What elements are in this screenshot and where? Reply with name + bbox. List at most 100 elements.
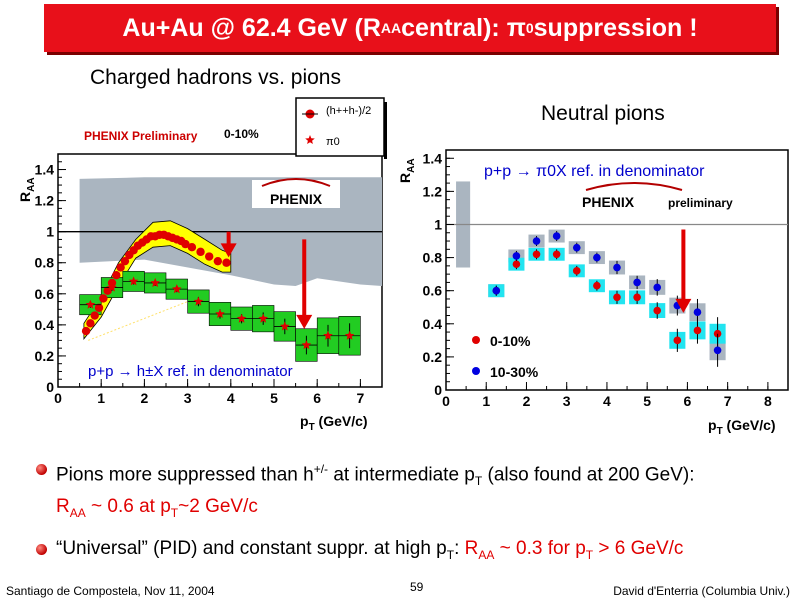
charged-hadron-point <box>120 256 130 266</box>
phenix-logo-arc <box>585 182 683 191</box>
x-tick-label: 1 <box>97 390 105 406</box>
y-tick-label: 1.4 <box>35 162 55 178</box>
phenix-logo-suffix: preliminary <box>668 196 733 210</box>
legend-shadow <box>384 102 387 159</box>
point-10-30 <box>613 263 621 272</box>
y-tick-label: 0 <box>46 379 54 395</box>
footer-author: David d'Enterria (Columbia Univ.) <box>613 584 790 598</box>
legend-entry-10-30: 10-30% <box>490 364 539 380</box>
point-0-10 <box>552 250 561 259</box>
phenix-logo-arc <box>261 178 331 187</box>
x-tick-label: 5 <box>643 393 651 409</box>
legend-entry-pi0: π0 <box>326 136 340 148</box>
title-text-suffix: suppression ! <box>533 13 698 42</box>
pi0-point <box>215 309 225 318</box>
point-10-30 <box>572 243 581 252</box>
x-axis-label: pT (GeV/c) <box>300 413 368 433</box>
pi0-point <box>236 313 247 323</box>
pi0-point <box>280 321 290 331</box>
charged-hadron-point <box>213 256 223 266</box>
left-panel-heading: Charged hadrons vs. pions <box>90 66 341 89</box>
y-tick-label: 0.2 <box>35 348 55 364</box>
x-tick-label: 6 <box>684 393 692 409</box>
phenix-logo: PHENIX <box>582 194 635 210</box>
y-tick-label: 0 <box>434 382 442 398</box>
x-tick-label: 7 <box>357 390 365 406</box>
point-0-10 <box>713 329 722 338</box>
charged-hadron-point <box>222 258 231 267</box>
point-10-30 <box>693 308 702 317</box>
pi0-point <box>301 340 312 350</box>
x-axis-label: pT (GeV/c) <box>708 417 776 437</box>
bullet-item: “Universal” (PID) and constant suppr. at… <box>36 536 796 568</box>
point-0-10 <box>673 336 682 345</box>
y-tick-label: 0.2 <box>423 349 443 365</box>
charged-hadron-point <box>181 239 190 249</box>
title-sup: 0 <box>525 20 534 36</box>
charged-hadron-point <box>205 252 214 261</box>
pi0-point <box>344 330 355 340</box>
legend-marker-0-10 <box>472 336 480 344</box>
x-tick-label: 1 <box>482 393 490 409</box>
x-tick-label: 4 <box>603 393 611 409</box>
y-tick-label: 0.6 <box>423 283 443 299</box>
point-10-30 <box>512 252 521 260</box>
point-0-10 <box>593 281 601 290</box>
title-text: Au+Au @ 62.4 GeV (R <box>122 13 381 42</box>
y-axis-label: RAA <box>398 158 417 183</box>
x-tick-label: 7 <box>724 393 732 409</box>
point-0-10 <box>512 260 521 269</box>
centrality-label: 0-10% <box>224 127 259 141</box>
footer-venue: Santiago de Compostela, Nov 11, 2004 <box>6 584 215 598</box>
charged-hadron-point <box>81 326 91 336</box>
y-tick-label: 1.4 <box>423 150 443 166</box>
charged-hadron-point <box>94 303 104 312</box>
y-tick-label: 0.6 <box>35 286 55 302</box>
pi0-point <box>150 277 160 287</box>
legend-entry-hadron: (h++h-)/2 <box>326 105 371 117</box>
x-tick-label: 2 <box>141 390 149 406</box>
charged-hadron-point <box>187 243 197 252</box>
title-text-mid: central): π <box>401 13 526 42</box>
pi0-point <box>172 284 182 294</box>
point-0-10 <box>613 293 621 302</box>
x-tick-label: 3 <box>563 393 571 409</box>
pi0-point <box>193 296 204 306</box>
suppression-arrow-head <box>296 314 313 329</box>
y-tick-label: 1.2 <box>35 193 55 209</box>
title-sub: AA <box>380 20 402 36</box>
y-tick-label: 0.4 <box>423 316 443 332</box>
bullet-icon <box>36 464 47 475</box>
charged-hadron-point <box>103 286 112 295</box>
legend-entry-0-10: 0-10% <box>490 333 531 349</box>
y-tick-label: 1.2 <box>423 183 443 199</box>
charged-hadron-point <box>90 311 99 320</box>
x-tick-label: 4 <box>227 390 235 406</box>
y-tick-label: 1 <box>46 224 54 240</box>
x-tick-label: 3 <box>184 390 192 406</box>
point-0-10 <box>693 326 702 335</box>
charged-hadron-point <box>86 319 95 328</box>
point-10-30 <box>492 286 501 295</box>
point-10-30 <box>713 346 722 355</box>
pi0-point <box>128 276 139 286</box>
bullet-list: Pions more suppressed than h+/- at inter… <box>36 456 796 578</box>
point-0-10 <box>633 293 641 302</box>
charged-hadron-point <box>196 247 205 257</box>
suppression-arrow-head <box>220 243 237 258</box>
pi0-point <box>258 313 268 323</box>
legend-marker-pi0 <box>305 135 315 144</box>
footnote-label: p+p → π0X ref. in denominator <box>484 163 705 180</box>
page-number: 59 <box>410 580 424 594</box>
point-10-30 <box>532 237 541 245</box>
phenix-logo: PHENIX <box>270 191 323 207</box>
point-10-30 <box>593 253 601 262</box>
charged-hadron-point <box>112 270 121 280</box>
y-tick-label: 0.8 <box>423 250 443 266</box>
y-axis-label: RAA <box>17 177 37 202</box>
legend-marker-10-30 <box>472 367 480 375</box>
x-tick-label: 6 <box>313 390 321 406</box>
point-0-10 <box>653 306 662 315</box>
charged-hadron-point <box>99 294 108 303</box>
pi0-point <box>107 282 117 292</box>
